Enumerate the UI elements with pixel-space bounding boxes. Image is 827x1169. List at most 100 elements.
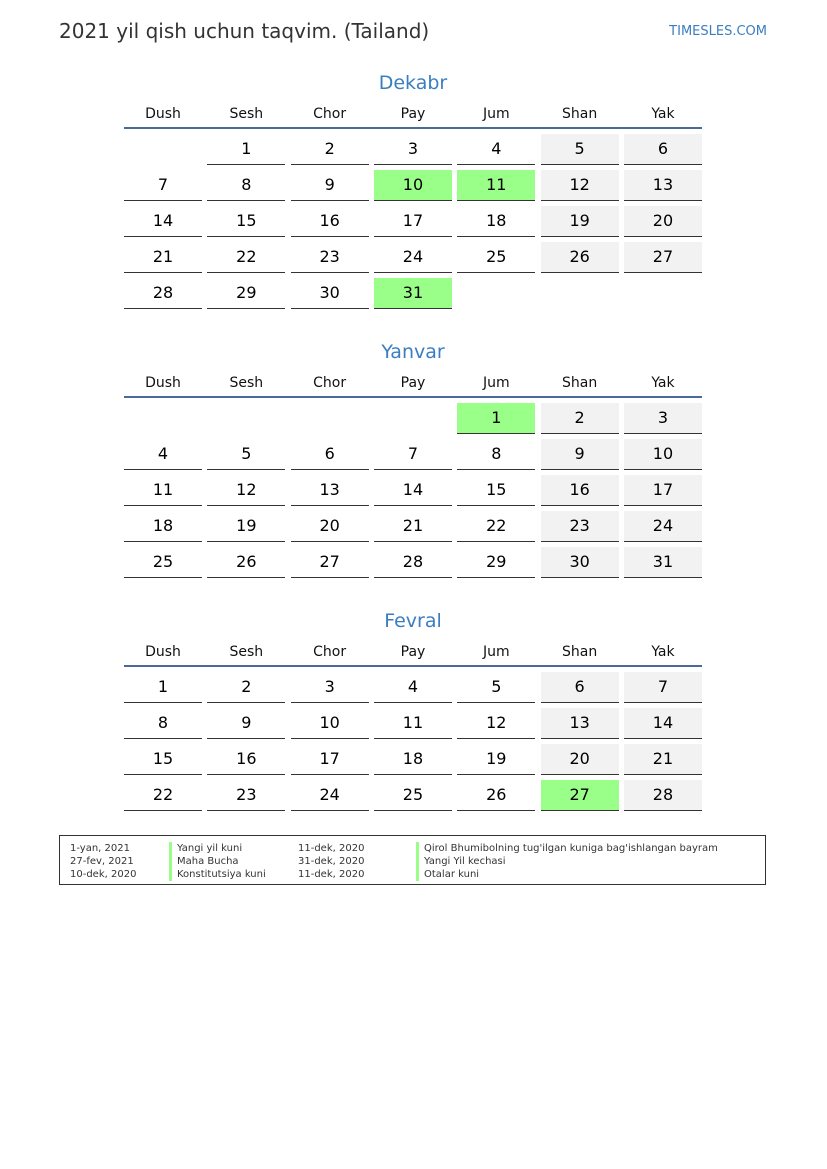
day-cell[interactable]: 21: [373, 511, 452, 542]
empty-cell: [291, 403, 369, 433]
day-cell[interactable]: 17: [373, 206, 452, 237]
day-cell[interactable]: 3: [373, 134, 452, 165]
empty-cell: [124, 403, 202, 433]
day-cell[interactable]: 19: [540, 206, 619, 237]
day-cell[interactable]: 8: [124, 708, 202, 739]
weekday-header: Dush Sesh Chor Pay Jum Shan Yak: [124, 374, 702, 398]
day-cell[interactable]: 4: [124, 439, 202, 470]
day-cell[interactable]: 28: [623, 780, 702, 811]
day-cell[interactable]: 12: [457, 708, 536, 739]
day-cell[interactable]: 3: [290, 672, 369, 703]
day-cell[interactable]: 29: [207, 278, 286, 309]
day-cell[interactable]: 10: [290, 708, 369, 739]
day-cell[interactable]: 13: [623, 170, 702, 201]
day-cell[interactable]: 18: [457, 206, 536, 237]
day-cell[interactable]: 11: [124, 475, 202, 506]
day-cell[interactable]: 16: [540, 475, 619, 506]
day-cell[interactable]: 24: [373, 242, 452, 273]
day-cell[interactable]: 12: [540, 170, 619, 201]
day-cell[interactable]: 22: [457, 511, 536, 542]
day-cell[interactable]: 4: [457, 134, 536, 165]
day-cell[interactable]: 7: [124, 170, 202, 201]
day-cell[interactable]: 7: [373, 439, 452, 470]
day-cell[interactable]: 15: [457, 475, 536, 506]
day-cell[interactable]: 12: [207, 475, 286, 506]
day-cell[interactable]: 15: [207, 206, 286, 237]
day-cell[interactable]: 3: [623, 403, 702, 434]
day-cell[interactable]: 28: [373, 547, 452, 578]
day-cell[interactable]: 30: [290, 278, 369, 309]
brand-link[interactable]: TIMESLES.COM: [669, 24, 767, 39]
day-cell[interactable]: 15: [124, 744, 202, 775]
day-cell[interactable]: 5: [207, 439, 286, 470]
day-cell[interactable]: 17: [290, 744, 369, 775]
day-cell[interactable]: 25: [124, 547, 202, 578]
day-cell[interactable]: 26: [457, 780, 536, 811]
day-cell[interactable]: 11: [457, 170, 536, 201]
day-cell[interactable]: 25: [373, 780, 452, 811]
day-cell[interactable]: 27: [290, 547, 369, 578]
day-cell[interactable]: 27: [540, 780, 619, 811]
day-cell[interactable]: 23: [207, 780, 286, 811]
day-cell[interactable]: 26: [540, 242, 619, 273]
day-cell[interactable]: 31: [623, 547, 702, 578]
day-cell[interactable]: 23: [290, 242, 369, 273]
day-cell[interactable]: 22: [124, 780, 202, 811]
day-cell[interactable]: 9: [540, 439, 619, 470]
day-cell[interactable]: 30: [540, 547, 619, 578]
day-cell[interactable]: 20: [540, 744, 619, 775]
day-cell[interactable]: 10: [623, 439, 702, 470]
day-cell[interactable]: 2: [290, 134, 369, 165]
day-cell[interactable]: 25: [457, 242, 536, 273]
day-cell[interactable]: 28: [124, 278, 202, 309]
day-cell[interactable]: 6: [290, 439, 369, 470]
day-cell[interactable]: 14: [623, 708, 702, 739]
day-cell[interactable]: 10: [373, 170, 452, 201]
day-cell[interactable]: 21: [124, 242, 202, 273]
day-cell[interactable]: 14: [373, 475, 452, 506]
day-cell[interactable]: 20: [290, 511, 369, 542]
holiday-date: 27-fev, 2021: [70, 856, 134, 867]
day-cell[interactable]: 5: [540, 134, 619, 165]
day-cell[interactable]: 21: [623, 744, 702, 775]
day-cell[interactable]: 9: [207, 708, 286, 739]
day-cell[interactable]: 29: [457, 547, 536, 578]
day-cell[interactable]: 23: [540, 511, 619, 542]
day-cell[interactable]: 19: [207, 511, 286, 542]
day-cell[interactable]: 19: [457, 744, 536, 775]
day-cell[interactable]: 6: [623, 134, 702, 165]
day-cell[interactable]: 26: [207, 547, 286, 578]
day-cell[interactable]: 18: [124, 511, 202, 542]
day-cell[interactable]: 31: [373, 278, 452, 309]
day-cell[interactable]: 1: [207, 134, 286, 165]
day-cell[interactable]: 20: [623, 206, 702, 237]
day-cell[interactable]: 11: [373, 708, 452, 739]
day-cell[interactable]: 5: [457, 672, 536, 703]
day-cell[interactable]: 9: [290, 170, 369, 201]
day-cell[interactable]: 17: [623, 475, 702, 506]
holiday-name: Qirol Bhumibolning tug'ilgan kuniga bag'…: [416, 842, 718, 855]
day-cell[interactable]: 13: [290, 475, 369, 506]
day-cell[interactable]: 27: [623, 242, 702, 273]
legend-row: 27-fev, 2021 Maha Bucha 31-dek, 2020 Yangi …: [60, 855, 765, 868]
day-cell[interactable]: 1: [124, 672, 202, 703]
day-cell[interactable]: 7: [623, 672, 702, 703]
day-cell[interactable]: 2: [207, 672, 286, 703]
day-cell[interactable]: 6: [540, 672, 619, 703]
day-cell[interactable]: 22: [207, 242, 286, 273]
day-cell[interactable]: 13: [540, 708, 619, 739]
day-cell[interactable]: 24: [290, 780, 369, 811]
day-cell[interactable]: 8: [207, 170, 286, 201]
day-cell[interactable]: 2: [540, 403, 619, 434]
empty-cell: [124, 134, 202, 164]
day-cell[interactable]: 18: [373, 744, 452, 775]
weekday-label: Pay: [400, 644, 426, 660]
day-cell[interactable]: 16: [207, 744, 286, 775]
day-cell[interactable]: 16: [290, 206, 369, 237]
day-cell[interactable]: 8: [457, 439, 536, 470]
day-cell[interactable]: 1: [457, 403, 536, 434]
day-cell[interactable]: 4: [373, 672, 452, 703]
week-row: 15 16 17 18 19 20 21: [124, 744, 702, 775]
day-cell[interactable]: 14: [124, 206, 202, 237]
day-cell[interactable]: 24: [623, 511, 702, 542]
